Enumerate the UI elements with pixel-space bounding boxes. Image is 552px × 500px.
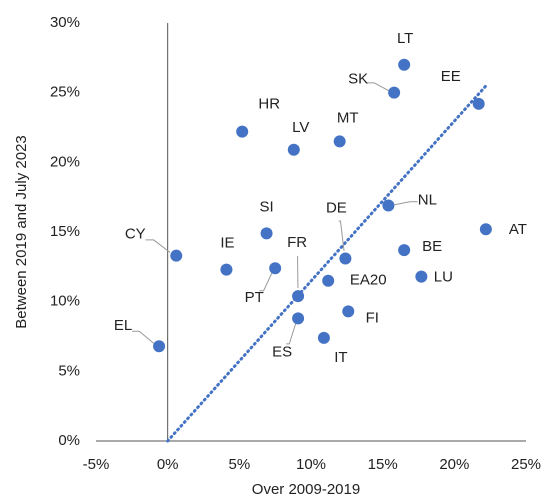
point-label: LV bbox=[292, 119, 309, 136]
point bbox=[333, 135, 346, 148]
point bbox=[342, 305, 355, 318]
point-label: NL bbox=[418, 191, 437, 208]
point bbox=[153, 340, 166, 353]
point bbox=[287, 143, 300, 156]
point bbox=[220, 263, 233, 276]
y-tick-label: 30% bbox=[50, 14, 80, 31]
point-label: FR bbox=[287, 234, 307, 251]
y-tick-label: 15% bbox=[50, 223, 80, 240]
leader-line bbox=[367, 82, 389, 92]
point bbox=[260, 227, 273, 240]
leader-line bbox=[394, 201, 418, 206]
x-tick-label: 0% bbox=[157, 456, 179, 473]
leader-line bbox=[286, 323, 297, 345]
point-label: EA20 bbox=[350, 272, 387, 289]
point-label: IT bbox=[334, 349, 347, 366]
y-tick-label: 25% bbox=[50, 84, 80, 101]
point bbox=[472, 97, 485, 110]
trendline bbox=[166, 82, 489, 443]
x-tick-label: 5% bbox=[228, 456, 250, 473]
point-label: IE bbox=[220, 235, 234, 252]
point-label: SK bbox=[348, 71, 368, 88]
y-tick-label: 10% bbox=[50, 293, 80, 310]
leader-line bbox=[297, 255, 299, 289]
point bbox=[398, 244, 411, 257]
x-tick-label: -5% bbox=[83, 456, 110, 473]
leader-line bbox=[132, 330, 154, 344]
x-tick-label: 15% bbox=[368, 456, 398, 473]
point bbox=[170, 249, 183, 262]
x-axis-label: Over 2009-2019 bbox=[252, 481, 360, 498]
y-axis-label: Between 2019 and July 2023 bbox=[13, 135, 30, 328]
point bbox=[382, 199, 395, 212]
point bbox=[322, 274, 335, 287]
point-label: LU bbox=[434, 269, 453, 286]
point bbox=[479, 223, 492, 236]
point bbox=[388, 86, 401, 99]
x-tick-label: 25% bbox=[511, 456, 541, 473]
leader-line bbox=[259, 272, 273, 292]
point-label: ES bbox=[272, 343, 292, 360]
point bbox=[339, 252, 352, 265]
x-tick-label: 20% bbox=[439, 456, 469, 473]
point bbox=[292, 312, 305, 325]
point-label: SI bbox=[259, 198, 273, 215]
point-label: PT bbox=[245, 289, 264, 306]
leader-line bbox=[338, 220, 345, 252]
point-label: FI bbox=[366, 309, 379, 326]
point-label: DE bbox=[326, 199, 347, 216]
point-label: AT bbox=[509, 221, 527, 238]
point-label: HR bbox=[258, 96, 280, 113]
point-label: CY bbox=[125, 226, 146, 243]
point bbox=[269, 262, 282, 275]
x-tick-label: 10% bbox=[296, 456, 326, 473]
point-label: EE bbox=[441, 68, 461, 85]
y-tick-label: 20% bbox=[50, 153, 80, 170]
y-tick-label: 5% bbox=[58, 362, 80, 379]
point bbox=[292, 290, 305, 303]
point-label: LT bbox=[397, 30, 413, 47]
y-tick-label: 0% bbox=[58, 432, 80, 449]
point-label: MT bbox=[337, 109, 359, 126]
point-label: BE bbox=[422, 238, 442, 255]
point bbox=[398, 58, 411, 71]
point bbox=[415, 270, 428, 283]
leader-line bbox=[145, 239, 171, 253]
point bbox=[317, 331, 330, 344]
point bbox=[236, 125, 249, 138]
point-label: EL bbox=[114, 317, 132, 334]
